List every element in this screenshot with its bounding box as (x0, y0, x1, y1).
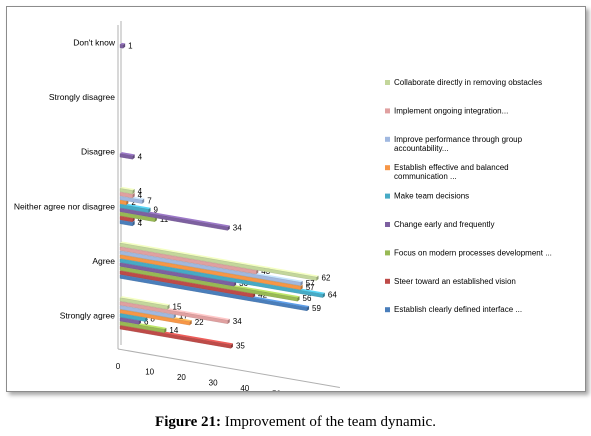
legend-swatch (385, 136, 390, 142)
category-label: Don't know (73, 37, 116, 47)
legend-label: communication ... (394, 172, 457, 181)
data-label: 4 (138, 187, 143, 196)
bar (119, 186, 135, 195)
bar (119, 42, 126, 49)
data-label: 35 (236, 341, 245, 350)
data-label: 9 (154, 206, 159, 215)
legend-swatch (385, 108, 390, 114)
legend-label: Establish clearly defined interface ... (394, 305, 522, 314)
legend-item: Steer toward an established vision (385, 277, 516, 286)
category-labels: Strongly agree Agree Neither agree nor dis… (14, 37, 116, 320)
bar (119, 202, 151, 213)
x-tick-label: 20 (177, 373, 186, 382)
data-label: 57 (306, 279, 315, 288)
legend-item: Collaborate directly in removing obstacl… (385, 78, 542, 87)
legend-item: Change early and frequently (385, 220, 495, 229)
x-tick-label: 50 (272, 390, 281, 392)
legend-item: Implement ongoing integration... (385, 106, 508, 115)
data-label: 2 (131, 198, 136, 207)
data-label: 1 (128, 41, 133, 50)
x-tick-label: 10 (145, 368, 154, 377)
legend-label: Make team decisions (394, 192, 469, 201)
data-label: 4 (138, 219, 143, 228)
data-label: 14 (169, 326, 178, 335)
data-label: 7 (147, 197, 152, 206)
bar (119, 241, 319, 281)
caption-prefix: Figure 21: (155, 414, 222, 430)
legend-label: Steer toward an established vision (394, 277, 516, 286)
category-label: Disagree (81, 147, 115, 157)
bar-chart: Strongly agree Agree Neither agree nor dis… (14, 21, 552, 392)
legend-swatch (385, 165, 390, 171)
data-label: 6 (144, 317, 149, 326)
legend-label: Collaborate directly in removing obstacl… (394, 78, 542, 87)
legend-label: Focus on modern processes development ..… (394, 248, 552, 257)
legend-item: Establish clearly defined interface ... (385, 305, 522, 314)
category-label: Neither agree nor disagree (14, 201, 115, 211)
data-label: 34 (233, 317, 242, 326)
grid-layer (117, 21, 340, 388)
legend-item: Improve performance through groupaccount… (385, 135, 523, 153)
bar (119, 152, 135, 160)
legend-swatch (385, 250, 390, 256)
caption-text: Improvement of the team dynamic. (221, 414, 436, 430)
data-label: 4 (138, 215, 143, 224)
data-label: 4 (138, 191, 143, 200)
legend: Collaborate directly in removing obstacl… (385, 78, 552, 314)
data-label: 62 (322, 274, 331, 283)
category-label: Agree (92, 256, 115, 266)
x-tick-label: 40 (240, 384, 249, 391)
data-label: 64 (328, 291, 337, 300)
legend-item: Establish effective and balancedcommunic… (385, 163, 509, 181)
legend-swatch (385, 222, 390, 227)
category-label: Strongly disagree (49, 92, 115, 102)
chart-frame: Strongly agree Agree Neither agree nor dis… (6, 6, 586, 392)
legend-swatch (385, 307, 390, 313)
legend-label: Improve performance through group (394, 135, 523, 144)
bars: 3514682217341559425636645757436244113492… (119, 41, 337, 350)
x-tick-label: 0 (116, 362, 121, 371)
data-label: 34 (233, 223, 242, 232)
x-axis-line (117, 348, 340, 388)
legend-swatch (385, 278, 390, 284)
legend-label: Change early and frequently (394, 220, 495, 229)
legend-item: Make team decisions (385, 192, 469, 201)
data-label: 59 (312, 304, 321, 313)
data-label: 22 (195, 318, 204, 327)
legend-item: Focus on modern processes development ..… (385, 248, 552, 257)
category-label: Strongly agree (60, 311, 116, 321)
data-label: 57 (306, 283, 315, 292)
legend-label: Establish effective and balanced (394, 163, 509, 172)
legend-label: Implement ongoing integration... (394, 106, 508, 115)
x-tick-labels: 010203040506070 (116, 362, 282, 392)
data-label: 4 (138, 152, 143, 161)
legend-swatch (385, 80, 390, 85)
data-label: 15 (173, 302, 182, 311)
legend-swatch (385, 193, 390, 199)
figure-caption: Figure 21: Improvement of the team dynam… (0, 414, 591, 431)
bar (119, 296, 170, 310)
legend-label: accountability... (394, 144, 449, 153)
x-tick-label: 30 (209, 379, 218, 388)
data-label: 8 (150, 314, 155, 323)
data-label: 56 (303, 294, 312, 303)
